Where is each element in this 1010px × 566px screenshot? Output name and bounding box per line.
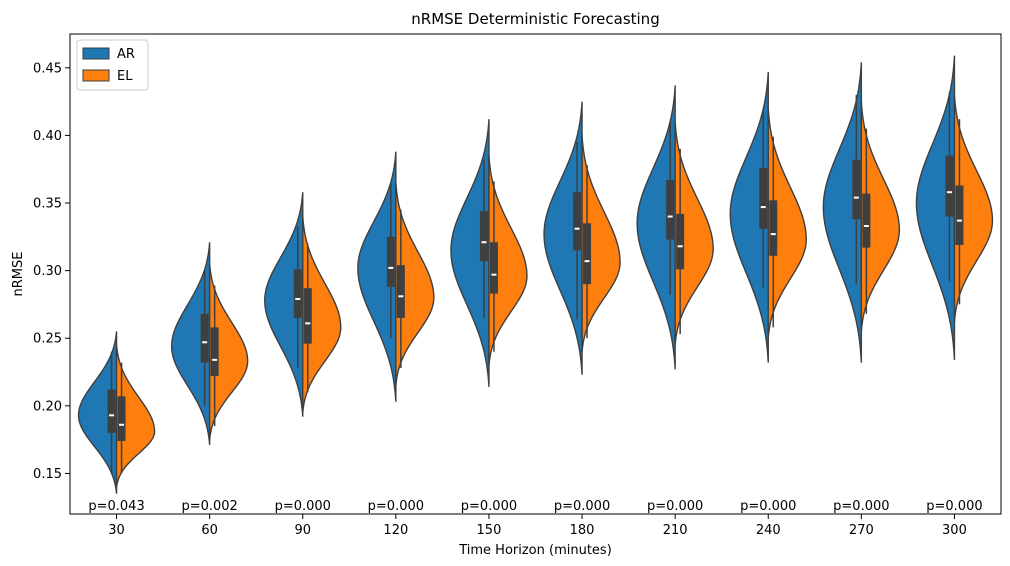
x-axis-ticks: 30 60 90 120 150 180 210 240 270 300	[108, 514, 967, 538]
iqr-box	[210, 327, 219, 377]
violins-layer	[77, 55, 994, 494]
p-value-label: p=0.043	[88, 499, 144, 514]
iqr-box	[386, 236, 395, 287]
violin-ar-300	[915, 55, 956, 360]
p-value-label: p=0.000	[833, 499, 889, 514]
y-tick-label: 0.40	[33, 129, 62, 144]
iqr-box	[303, 288, 312, 344]
iqr-box	[769, 200, 778, 256]
p-value-label: p=0.002	[181, 499, 237, 514]
chart-title: nRMSE Deterministic Forecasting	[411, 10, 659, 28]
legend-swatch-ar	[82, 47, 110, 60]
legend-label-ar: AR	[117, 47, 135, 62]
p-value-label: p=0.000	[461, 499, 517, 514]
x-tick-label: 180	[570, 523, 595, 538]
p-value-label: p=0.000	[368, 499, 424, 514]
x-axis-label: Time Horizon (minutes)	[458, 543, 612, 558]
iqr-box	[117, 396, 126, 441]
iqr-box	[489, 242, 498, 294]
iqr-box	[955, 185, 964, 245]
p-value-label: p=0.000	[740, 499, 796, 514]
violin-ar-210	[636, 85, 676, 370]
legend-label-el: EL	[117, 69, 133, 84]
x-tick-label: 150	[477, 523, 502, 538]
violin-ar-60	[170, 242, 211, 446]
violin-ar-150	[450, 119, 490, 387]
iqr-box	[200, 313, 209, 363]
y-axis-ticks: 0.15 0.20 0.25 0.30 0.35 0.40 0.45	[33, 61, 70, 482]
iqr-box	[396, 265, 405, 318]
y-tick-label: 0.25	[33, 332, 62, 347]
y-tick-label: 0.20	[33, 399, 62, 414]
iqr-box	[759, 167, 768, 229]
iqr-box	[479, 211, 488, 262]
y-tick-label: 0.35	[33, 197, 62, 212]
y-tick-label: 0.45	[33, 61, 62, 76]
x-tick-label: 240	[756, 523, 781, 538]
iqr-box	[862, 193, 871, 248]
x-tick-label: 210	[663, 523, 688, 538]
p-value-label: p=0.000	[275, 499, 331, 514]
y-axis-label: nRMSE	[11, 252, 26, 297]
plot-area-frame	[69, 33, 1002, 515]
y-tick-label: 0.15	[33, 467, 62, 482]
p-value-annotations: p=0.043 p=0.002 p=0.000 p=0.000 p=0.000 p=0.0…	[88, 499, 982, 514]
violin-ar-180	[543, 101, 583, 375]
p-value-label: p=0.000	[926, 499, 982, 514]
iqr-box	[107, 389, 116, 433]
violin-ar-30	[77, 331, 118, 494]
x-tick-label: 270	[849, 523, 874, 538]
y-tick-label: 0.30	[33, 264, 62, 279]
violin-ar-120	[357, 151, 397, 402]
violin-ar-270	[822, 62, 863, 363]
iqr-box	[573, 192, 582, 251]
p-value-label: p=0.000	[647, 499, 703, 514]
legend-swatch-el	[82, 69, 110, 82]
iqr-box	[666, 180, 675, 240]
iqr-box	[293, 269, 302, 318]
p-value-label: p=0.000	[554, 499, 610, 514]
iqr-box	[945, 155, 954, 217]
legend: AR EL	[76, 39, 149, 91]
x-tick-label: 60	[201, 523, 218, 538]
iqr-box	[583, 223, 592, 285]
violin-ar-240	[729, 71, 769, 363]
x-tick-label: 300	[942, 523, 967, 538]
iqr-box	[676, 213, 685, 270]
x-tick-label: 30	[108, 523, 125, 538]
violin-ar-90	[264, 192, 304, 417]
x-tick-label: 90	[294, 523, 311, 538]
x-tick-label: 120	[383, 523, 408, 538]
iqr-box	[852, 159, 861, 220]
